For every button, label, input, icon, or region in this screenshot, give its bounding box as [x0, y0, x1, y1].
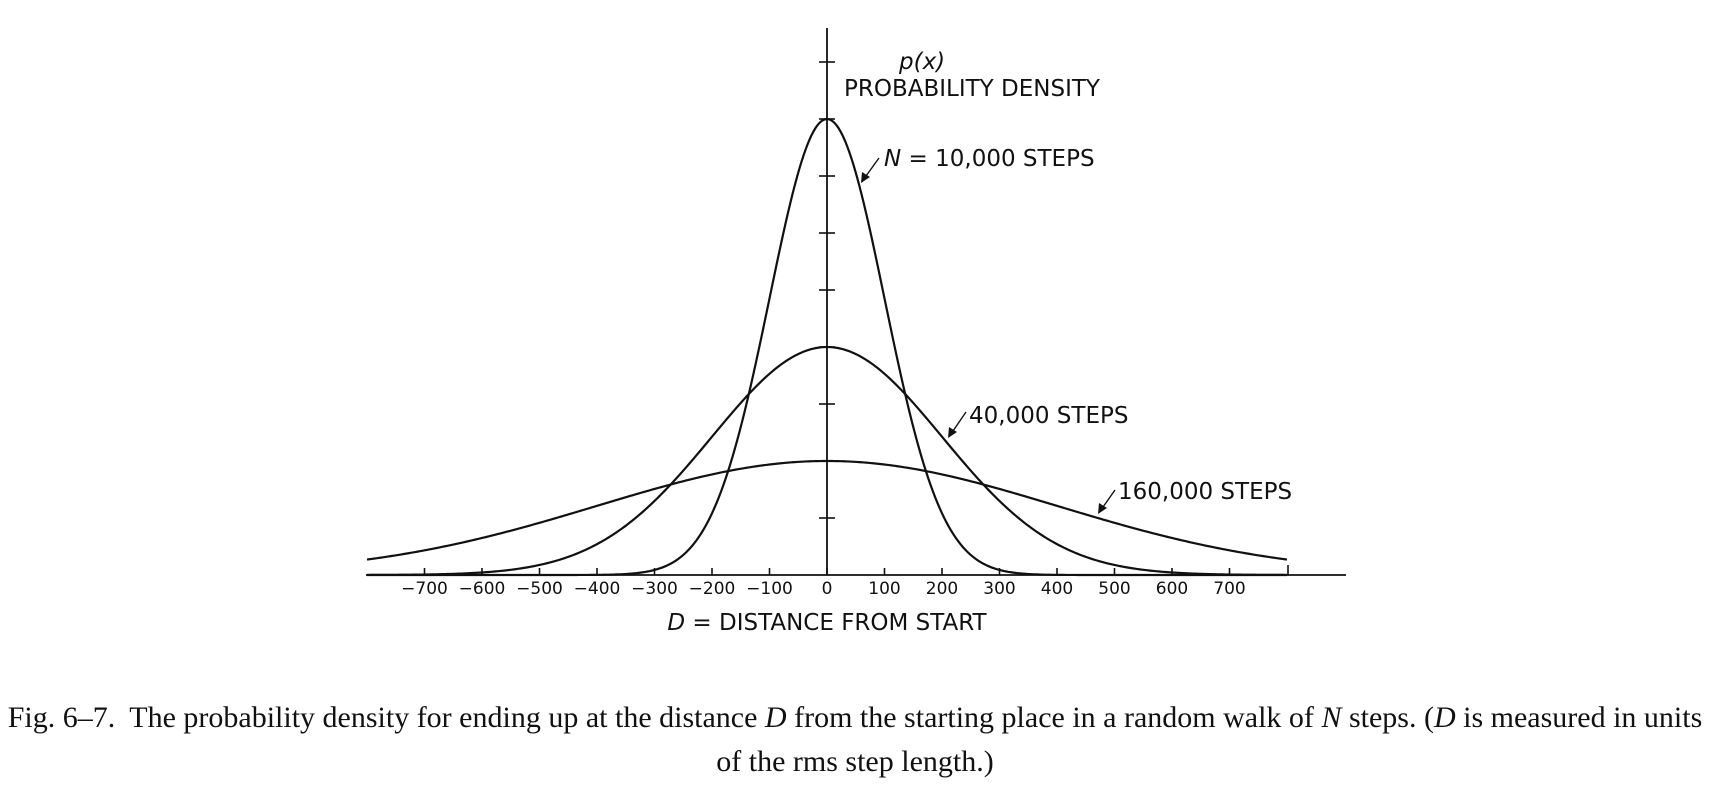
x-tick-label: −300 [631, 579, 678, 599]
series-arrow-40000 [948, 411, 967, 438]
x-tick-label: 200 [926, 579, 958, 599]
series-label-10000: N = 10,000 STEPS [884, 146, 1095, 172]
x-tick-label: −400 [574, 579, 621, 599]
series-arrow-160000 [1098, 489, 1116, 514]
x-tick-label: −500 [516, 579, 563, 599]
x-tick-label: −600 [459, 579, 506, 599]
x-tick-label: 400 [1041, 579, 1073, 599]
caption-label: Fig. 6–7. [7, 701, 116, 734]
y-axis-label: PROBABILITY DENSITY [844, 76, 1101, 102]
x-tick-label: 300 [983, 579, 1015, 599]
probability-density-chart: −700 −600 −500 −400 −300 −200 −100 0 100 200 300 40… [366, 28, 1346, 636]
caption-symbol-d-2: D [1433, 701, 1456, 734]
curve-160000-steps [366, 459, 1288, 561]
series-label-160000: 160,000 STEPS [1118, 479, 1292, 505]
x-tick-label: 600 [1156, 579, 1188, 599]
caption-text-1: The probability density for ending up at… [129, 701, 765, 734]
caption-text-2: from the starting place in a random walk… [786, 701, 1322, 734]
x-tick-label: −700 [401, 579, 448, 599]
x-tick-label: 0 [822, 579, 833, 599]
x-tick-label: −200 [689, 579, 736, 599]
figure-caption: Fig. 6–7. The probability density for end… [0, 696, 1710, 784]
x-tick-label: 500 [1098, 579, 1130, 599]
density-curves [366, 117, 1288, 577]
x-tick-label: 700 [1213, 579, 1245, 599]
x-axis-label: D = DISTANCE FROM START [667, 610, 987, 636]
x-ticks: −700 −600 −500 −400 −300 −200 −100 0 100 200 300 40… [401, 568, 1246, 599]
caption-text-4: is measured in units of the rms step len… [716, 701, 1703, 778]
curve-10000-steps [367, 117, 1287, 577]
y-axis-symbol: p(x) [898, 49, 945, 75]
series-arrow-10000 [861, 157, 880, 183]
caption-text-3: steps. ( [1341, 701, 1434, 734]
caption-symbol-d: D [764, 701, 787, 734]
curve-40000-steps [367, 345, 1287, 577]
x-tick-label: −100 [746, 579, 793, 599]
x-tick-label: 100 [868, 579, 900, 599]
series-label-40000: 40,000 STEPS [969, 403, 1128, 429]
caption-symbol-n: N [1321, 701, 1342, 734]
